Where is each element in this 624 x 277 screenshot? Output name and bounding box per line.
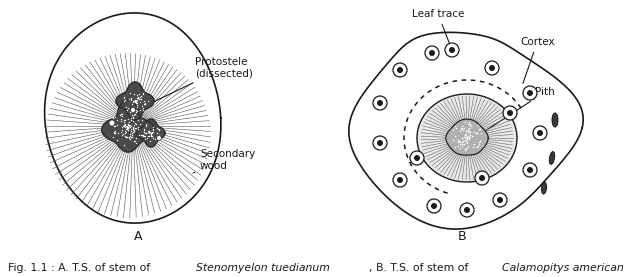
Circle shape: [527, 167, 533, 173]
Circle shape: [503, 106, 517, 120]
Circle shape: [523, 86, 537, 100]
Circle shape: [373, 136, 387, 150]
Circle shape: [449, 47, 455, 53]
Circle shape: [414, 155, 420, 161]
Circle shape: [393, 63, 407, 77]
Circle shape: [523, 163, 537, 177]
Circle shape: [445, 43, 459, 57]
Polygon shape: [446, 119, 488, 155]
Text: Pith: Pith: [484, 87, 555, 132]
Circle shape: [429, 50, 435, 56]
Circle shape: [460, 203, 474, 217]
Circle shape: [489, 65, 495, 71]
Polygon shape: [44, 13, 221, 223]
Circle shape: [109, 120, 115, 126]
Circle shape: [431, 203, 437, 209]
Polygon shape: [116, 82, 154, 120]
Text: , B. T.S. of stem of: , B. T.S. of stem of: [369, 263, 472, 273]
Circle shape: [493, 193, 507, 207]
Circle shape: [377, 100, 383, 106]
Text: Cortex: Cortex: [520, 37, 555, 83]
Circle shape: [157, 135, 162, 140]
Circle shape: [527, 90, 533, 96]
Circle shape: [533, 126, 547, 140]
Circle shape: [373, 96, 387, 110]
Circle shape: [485, 61, 499, 75]
Ellipse shape: [552, 113, 558, 127]
Text: Secondary
wood: Secondary wood: [193, 149, 255, 173]
Text: Calamopitys americana: Calamopitys americana: [502, 263, 624, 273]
Circle shape: [410, 151, 424, 165]
Circle shape: [479, 175, 485, 181]
Circle shape: [507, 110, 513, 116]
Ellipse shape: [549, 152, 555, 165]
Circle shape: [497, 197, 503, 203]
Polygon shape: [102, 100, 154, 152]
Circle shape: [130, 107, 135, 112]
Circle shape: [427, 199, 441, 213]
Circle shape: [393, 173, 407, 187]
Circle shape: [397, 67, 403, 73]
Polygon shape: [137, 119, 165, 147]
Circle shape: [377, 140, 383, 146]
Ellipse shape: [417, 94, 517, 182]
Circle shape: [475, 171, 489, 185]
Text: Stenomyelon tuedianum: Stenomyelon tuedianum: [196, 263, 330, 273]
Circle shape: [425, 46, 439, 60]
Polygon shape: [349, 32, 583, 229]
Text: Protostele
(dissected): Protostele (dissected): [147, 57, 253, 105]
Circle shape: [537, 130, 543, 136]
Text: A: A: [134, 230, 142, 243]
Text: Fig. 1.1 : A. T.S. of stem of: Fig. 1.1 : A. T.S. of stem of: [8, 263, 154, 273]
Circle shape: [397, 177, 403, 183]
Circle shape: [464, 207, 470, 213]
Text: B: B: [457, 230, 466, 243]
Ellipse shape: [542, 182, 547, 194]
Text: Leaf trace: Leaf trace: [412, 9, 464, 47]
